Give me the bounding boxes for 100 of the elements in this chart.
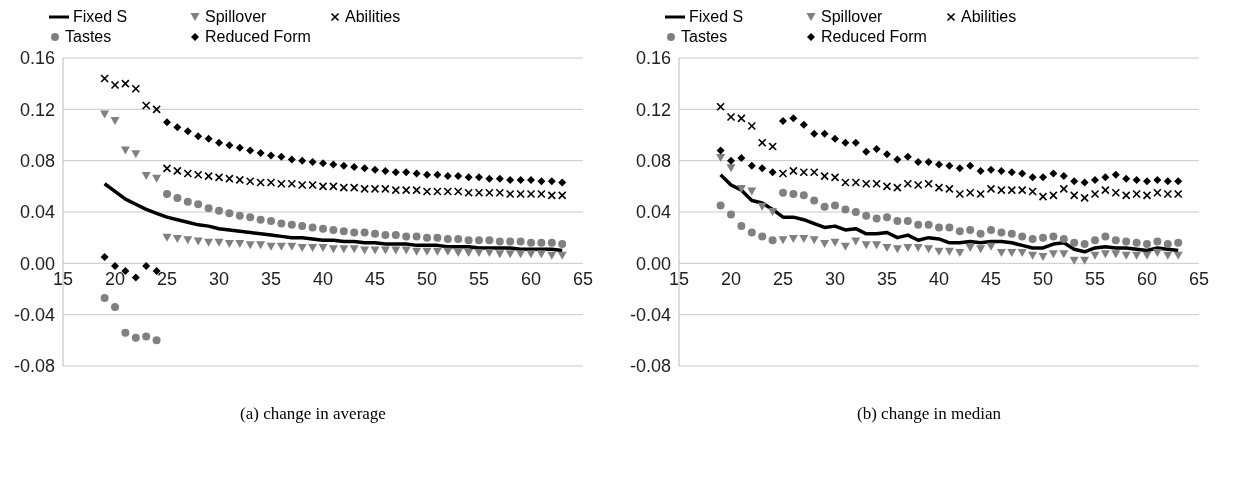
point (727, 156, 735, 165)
point (862, 211, 871, 220)
point (391, 168, 400, 177)
point (276, 242, 286, 251)
point (163, 190, 171, 199)
point (935, 223, 943, 232)
point (1174, 177, 1183, 186)
point (536, 250, 546, 259)
point (204, 204, 213, 213)
point (1091, 236, 1099, 245)
point (111, 261, 119, 270)
point (1080, 240, 1089, 249)
point (768, 236, 777, 245)
point (913, 243, 923, 252)
y-tick-label: -0.04 (13, 305, 55, 326)
point (1059, 234, 1068, 243)
point (329, 160, 338, 169)
point (402, 232, 411, 241)
point (100, 110, 110, 119)
point (1122, 237, 1131, 246)
point (412, 247, 422, 256)
point (758, 164, 767, 173)
point (872, 241, 882, 250)
point (892, 245, 902, 254)
point (882, 243, 892, 252)
point (851, 138, 860, 147)
point (256, 215, 265, 224)
y-tick-label: 0.12 (635, 99, 671, 120)
point (758, 232, 767, 241)
point (475, 236, 483, 245)
point (371, 229, 379, 238)
y-tick-label: 0.08 (635, 151, 671, 172)
point (779, 116, 787, 125)
y-tick-label: 0.12 (19, 99, 55, 120)
point (256, 241, 266, 250)
point (516, 175, 525, 184)
point (287, 242, 297, 251)
point (163, 118, 171, 127)
point (1038, 252, 1048, 261)
point (820, 129, 829, 138)
legend-label: Reduced Form (821, 28, 927, 46)
point (183, 127, 192, 136)
point (1080, 178, 1089, 187)
point (1143, 240, 1151, 249)
point (183, 197, 192, 206)
legend-label: Fixed S (689, 8, 744, 26)
point (997, 166, 1006, 175)
point (225, 209, 234, 218)
point (820, 240, 830, 249)
point (484, 249, 494, 258)
point (194, 200, 203, 209)
point (267, 216, 275, 225)
point (350, 163, 359, 172)
point (339, 161, 348, 170)
point (558, 240, 567, 249)
point (423, 233, 431, 242)
point (277, 152, 286, 161)
point (142, 332, 151, 341)
point (789, 114, 798, 123)
point (966, 161, 975, 170)
point (1007, 249, 1017, 258)
point (1111, 170, 1120, 179)
point (298, 156, 307, 165)
point (360, 164, 369, 173)
point (537, 238, 546, 247)
point (267, 151, 275, 160)
point (820, 202, 829, 211)
point (350, 228, 359, 237)
point (329, 225, 338, 234)
point (883, 150, 891, 159)
point (831, 134, 839, 143)
point (422, 247, 432, 256)
point (495, 250, 505, 259)
point (893, 216, 902, 225)
point (214, 238, 224, 247)
point (432, 247, 442, 256)
point (173, 123, 182, 132)
point (914, 220, 923, 229)
point (246, 146, 255, 155)
point (768, 168, 777, 177)
point (799, 120, 808, 129)
point (246, 213, 255, 222)
point (391, 231, 400, 240)
point (1163, 177, 1172, 186)
point (903, 216, 912, 225)
point (215, 206, 223, 215)
x-tick-label: 55 (468, 269, 490, 290)
point (454, 172, 463, 181)
text: (a) change in average (239, 404, 387, 424)
point (443, 172, 452, 181)
point (976, 245, 986, 254)
point (1059, 250, 1069, 259)
point (716, 154, 726, 163)
x-tick-label: 50 (416, 269, 438, 290)
point (120, 146, 130, 155)
point (100, 293, 109, 302)
point (245, 241, 255, 250)
point (172, 234, 182, 243)
point (883, 213, 891, 222)
x-tick-label: 35 (876, 269, 898, 290)
